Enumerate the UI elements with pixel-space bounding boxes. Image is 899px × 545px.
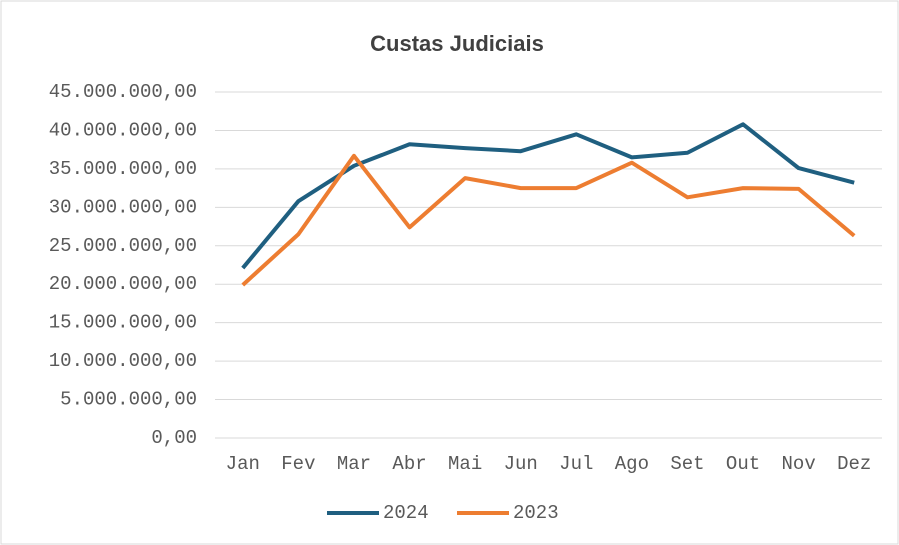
x-tick-label: Mai [448, 453, 482, 475]
legend-label: 2024 [383, 502, 429, 524]
y-tick-label: 0,00 [151, 427, 197, 449]
y-tick-label: 10.000.000,00 [49, 350, 197, 372]
x-tick-label: Jun [504, 453, 538, 475]
x-tick-label: Nov [782, 453, 816, 475]
y-tick-label: 20.000.000,00 [49, 273, 197, 295]
y-tick-label: 45.000.000,00 [49, 81, 197, 103]
x-tick-label: Fev [281, 453, 315, 475]
x-tick-label: Abr [392, 453, 426, 475]
x-tick-label: Set [670, 453, 704, 475]
y-tick-label: 40.000.000,00 [49, 119, 197, 141]
y-tick-label: 15.000.000,00 [49, 312, 197, 334]
y-tick-label: 30.000.000,00 [49, 196, 197, 218]
y-tick-label: 5.000.000,00 [60, 389, 197, 411]
x-tick-label: Ago [615, 453, 649, 475]
series-line [241, 153, 856, 287]
x-tick-label: Jul [559, 453, 593, 475]
y-tick-label: 35.000.000,00 [49, 158, 197, 180]
chart-title: Custas Judiciais [370, 31, 544, 56]
legend-label: 2023 [513, 502, 559, 524]
x-tick-label: Jan [226, 453, 260, 475]
x-tick-label: Out [726, 453, 760, 475]
x-tick-label: Dez [837, 453, 871, 475]
y-tick-label: 25.000.000,00 [49, 235, 197, 257]
x-tick-label: Mar [337, 453, 371, 475]
